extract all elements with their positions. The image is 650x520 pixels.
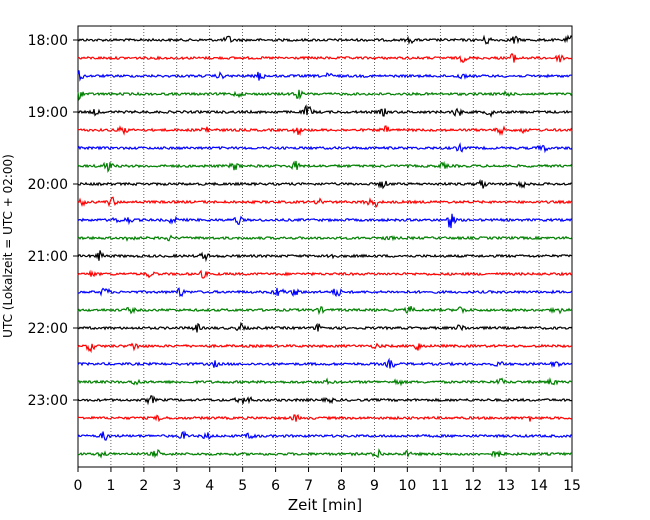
y-tick-label: 21:00 — [28, 249, 68, 265]
trace-1930 — [77, 142, 573, 154]
trace-1815 — [77, 52, 573, 64]
trace-1830 — [77, 70, 573, 82]
trace-1845 — [77, 89, 573, 101]
trace-1915 — [77, 125, 573, 137]
trace-2145 — [77, 305, 573, 316]
x-tick-label: 9 — [370, 478, 379, 494]
x-tick-label: 0 — [74, 478, 83, 494]
x-tick-label: 14 — [530, 478, 548, 494]
trace-2230 — [77, 357, 573, 369]
trace-2130 — [77, 287, 573, 298]
trace-2300 — [77, 395, 573, 406]
x-tick-label: 13 — [497, 478, 515, 494]
x-tick-label: 15 — [563, 478, 581, 494]
x-tick-label: 5 — [238, 478, 247, 494]
trace-2215 — [77, 342, 573, 354]
trace-1800 — [77, 34, 573, 45]
x-tick-label: 1 — [106, 478, 115, 494]
x-tick-label: 4 — [205, 478, 214, 494]
trace-2100 — [77, 250, 573, 263]
x-tick-label: 11 — [431, 478, 449, 494]
x-tick-label: 8 — [337, 478, 346, 494]
y-axis-label: UTC (Lokalzeit = UTC + 02:00) — [1, 154, 15, 338]
trace-1945 — [77, 160, 573, 173]
x-axis-label: Zeit [min] — [288, 496, 362, 514]
trace-2200 — [77, 321, 573, 333]
trace-2345 — [77, 448, 573, 459]
trace-2330 — [77, 430, 573, 441]
y-tick-label: 22:00 — [28, 321, 68, 337]
x-tick-label: 12 — [464, 478, 482, 494]
trace-2015 — [77, 196, 573, 209]
plot-frame — [77, 25, 573, 468]
trace-1900 — [77, 104, 573, 118]
trace-2245 — [77, 377, 573, 387]
x-tick-label: 3 — [172, 478, 181, 494]
trace-2045 — [77, 234, 573, 242]
x-tick-label: 2 — [139, 478, 148, 494]
trace-2115 — [77, 269, 573, 279]
x-tick-label: 10 — [398, 478, 416, 494]
x-tick-label: 6 — [271, 478, 280, 494]
trace-2030 — [77, 213, 573, 229]
trace-2000 — [77, 178, 573, 190]
y-tick-label: 23:00 — [28, 393, 68, 409]
x-tick-label: 7 — [304, 478, 313, 494]
y-tick-label: 19:00 — [28, 105, 68, 121]
y-axis-ticks: 18:00 19:00 20:00 21:00 22:00 23:00 — [28, 33, 78, 409]
y-tick-label: 20:00 — [28, 177, 68, 193]
seismic-traces — [77, 34, 573, 459]
x-axis-ticks: 0 1 2 3 4 5 6 7 8 9 10 11 12 13 14 15 — [74, 467, 581, 494]
y-tick-label: 18:00 — [28, 33, 68, 49]
trace-2315 — [77, 414, 573, 423]
